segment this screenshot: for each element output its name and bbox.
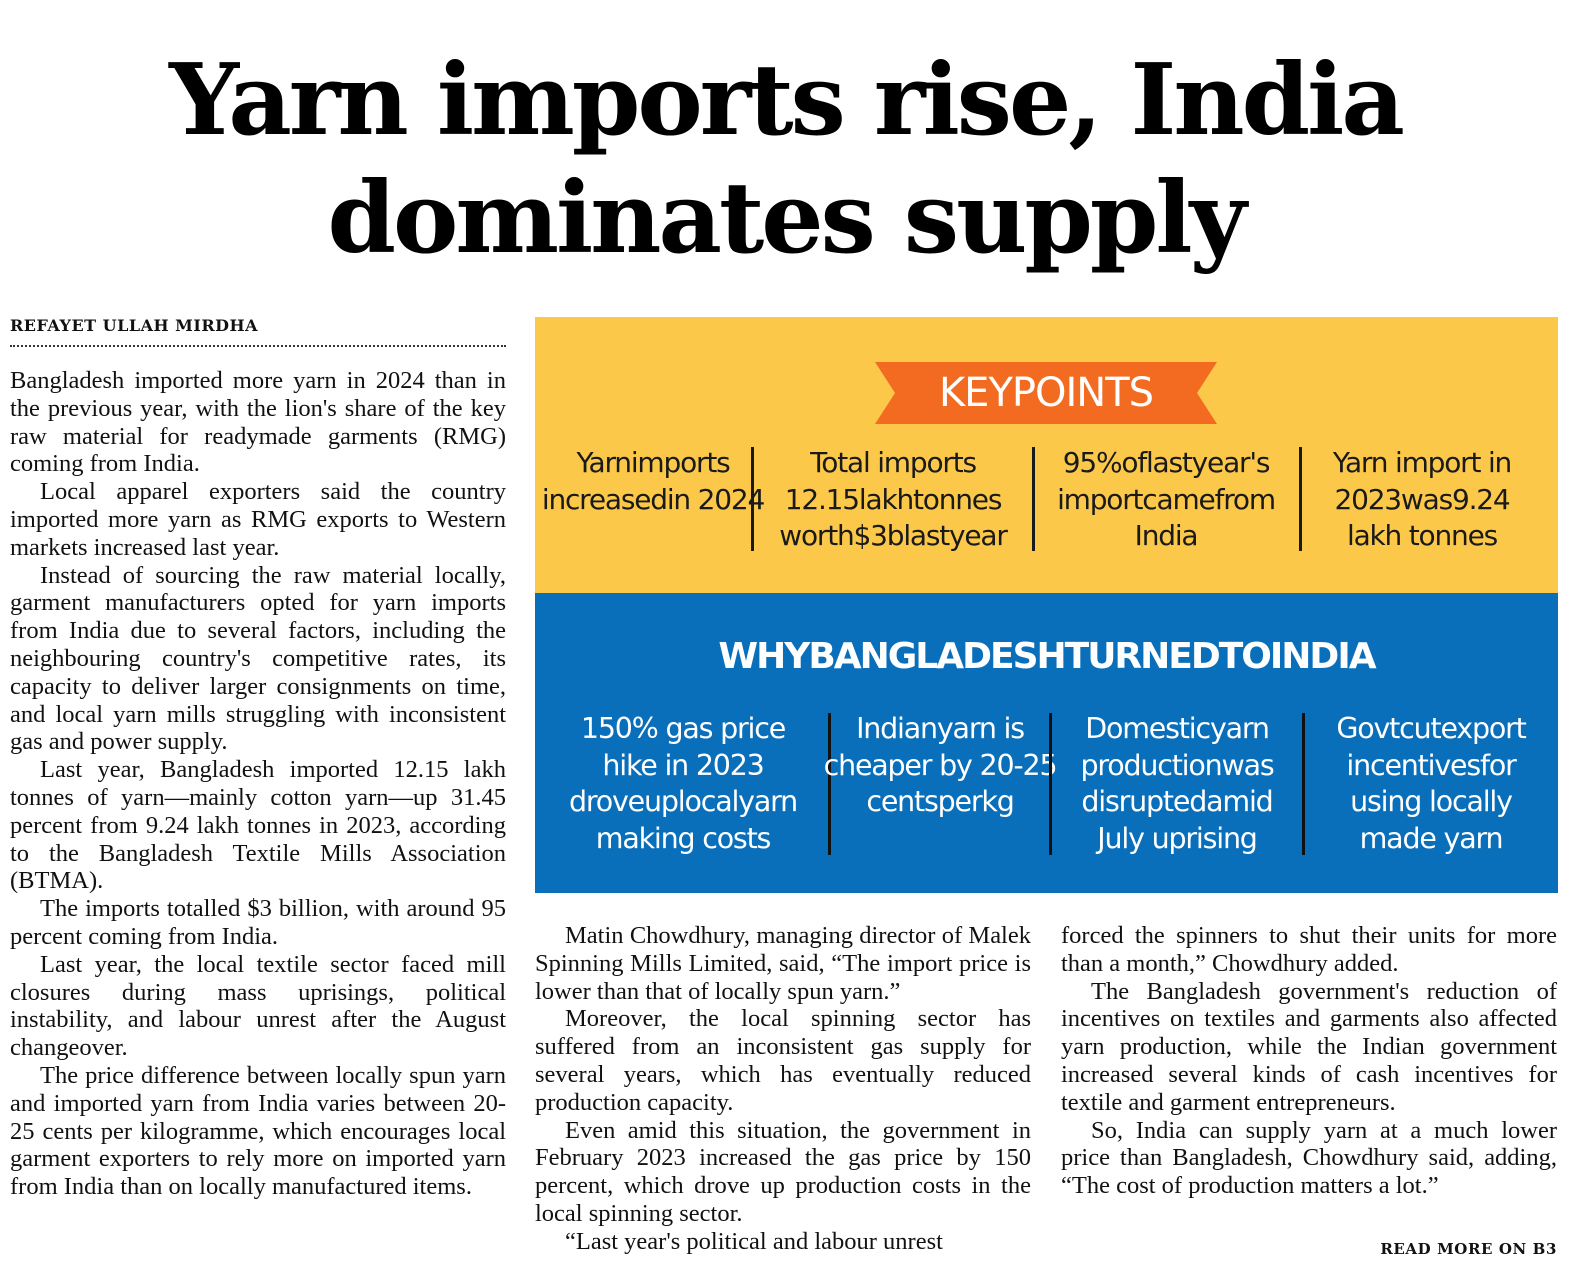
paragraph: Even amid this situation, the government… (535, 1116, 1031, 1227)
read-more-link[interactable]: READ MORE ON B3 (1380, 1240, 1557, 1258)
paragraph: “Last year's political and labour unrest (565, 1227, 943, 1255)
paragraph: Matin Chowdhury, managing director of Ma… (535, 922, 1031, 1005)
keypoint-item: 95%oflastyear's importcamefrom India (1057, 446, 1276, 552)
why-item: Indianyarn is cheaper by 20-25 centsperk… (823, 712, 1058, 818)
byline: REFAYET ULLAH MIRDHA (10, 316, 506, 347)
paragraph: So, India can supply yarn at a much lowe… (1061, 1116, 1557, 1200)
why-panel: WHYBANGLADESHTURNEDTOINDIA 150% gas pric… (535, 593, 1558, 893)
paragraph: The price difference between locally spu… (10, 1061, 506, 1201)
keypoint-item: Yarnimports increasedin 2024 (541, 446, 765, 516)
paragraph: forced the spinners to shut their units … (1061, 922, 1557, 977)
keypoints-panel: KEYPOINTS Yarnimports increasedin 2024 T… (535, 317, 1558, 593)
paragraph: Instead of sourcing the raw material loc… (10, 561, 506, 756)
paragraph: Moreover, the local spinning sector has … (535, 1005, 1031, 1116)
headline-line-2: dominates supply (327, 161, 1246, 276)
headline: Yarn imports rise, India dominates suppl… (0, 42, 1571, 278)
divider (1049, 713, 1052, 855)
divider (1302, 713, 1305, 855)
article-column-3: forced the spinners to shut their units … (1061, 922, 1557, 1200)
keypoint-item: Total imports 12.15lakhtonnes worth$3bla… (779, 446, 1008, 552)
article-column-1: Bangladesh imported more yarn in 2024 th… (10, 367, 506, 1201)
why-item: 150% gas price hike in 2023 droveuplocal… (569, 712, 798, 855)
divider (828, 713, 831, 855)
keypoints-title: KEYPOINTS (938, 370, 1154, 416)
why-item: Govtcutexport incentivesfor using locall… (1336, 712, 1526, 855)
why-item: Domesticyarn productionwas disruptedamid… (1080, 712, 1274, 855)
keypoints-banner: KEYPOINTS (875, 362, 1217, 424)
divider (1032, 447, 1035, 551)
divider (1299, 447, 1302, 551)
keypoint-item: Yarn import in 2023was9.24 lakh tonnes (1332, 446, 1512, 552)
headline-line-1: Yarn imports rise, India (169, 43, 1405, 158)
divider (751, 447, 754, 551)
paragraph: The Bangladesh government's reduction of… (1061, 977, 1557, 1116)
why-title: WHYBANGLADESHTURNEDTOINDIA (718, 636, 1376, 677)
article-column-2: Matin Chowdhury, managing director of Ma… (535, 922, 1031, 1256)
paragraph: Local apparel exporters said the country… (10, 478, 506, 561)
paragraph: Last year, Bangladesh imported 12.15 lak… (10, 756, 506, 895)
paragraph: Bangladesh imported more yarn in 2024 th… (10, 367, 506, 478)
paragraph: The imports totalled $3 billion, with ar… (10, 895, 506, 950)
paragraph: Last year, the local textile sector face… (10, 950, 506, 1062)
ribbon-shape (875, 362, 1217, 424)
